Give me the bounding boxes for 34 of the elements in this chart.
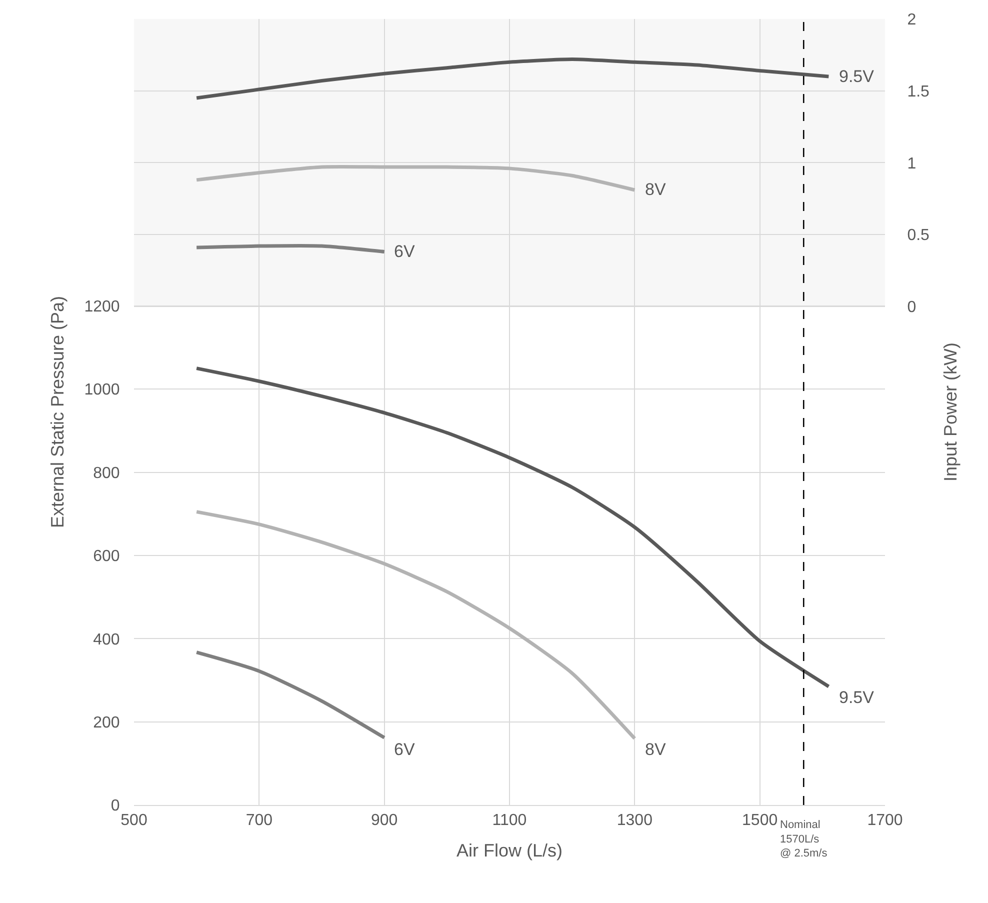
series-label: 8V bbox=[645, 740, 666, 759]
x-tick-label: 1500 bbox=[742, 812, 778, 830]
series-label: 9.5V bbox=[839, 67, 875, 86]
y-tick-label: 1000 bbox=[84, 382, 120, 399]
series-label: 6V bbox=[394, 242, 416, 261]
series-label: 6V bbox=[394, 740, 416, 759]
y2-tick-label: 2 bbox=[907, 12, 916, 29]
x-axis-title: Air Flow (L/s) bbox=[456, 840, 563, 860]
x-tick-label: 900 bbox=[370, 812, 398, 830]
line-series bbox=[194, 165, 636, 192]
ref-line-label: Nominal 1570L/s @ 2.5m/s bbox=[780, 819, 828, 860]
line-series bbox=[194, 650, 386, 740]
y-tick-label: 600 bbox=[93, 548, 120, 566]
y2-tick-label: 1.5 bbox=[907, 83, 930, 100]
line-series bbox=[194, 510, 636, 740]
x-tick-label: 700 bbox=[246, 812, 273, 830]
y-axis-title: External Static Pressure (Pa) bbox=[47, 296, 68, 528]
series-label: 9.5V bbox=[839, 688, 875, 707]
y-tick-label: 400 bbox=[93, 631, 120, 648]
y2-tick-label: 1 bbox=[907, 155, 916, 172]
x-tick-label: 1300 bbox=[616, 812, 653, 830]
x-tick-label: 1100 bbox=[492, 812, 527, 830]
y2-tick-label: 0 bbox=[907, 298, 916, 316]
y-tick-label: 0 bbox=[110, 798, 120, 815]
y-tick-label: 200 bbox=[93, 714, 120, 732]
y-tick-label: 1200 bbox=[84, 298, 120, 316]
x-tick-label: 1700 bbox=[867, 812, 903, 830]
y-tick-label: 800 bbox=[93, 464, 120, 482]
y2-axis-title: Input Power (kW) bbox=[940, 342, 961, 482]
y2-tick-label: 0.5 bbox=[907, 227, 930, 244]
line-series bbox=[194, 366, 830, 688]
x-tick-label: 500 bbox=[120, 812, 148, 830]
series-label: 8V bbox=[645, 180, 666, 199]
line-series bbox=[194, 57, 830, 100]
